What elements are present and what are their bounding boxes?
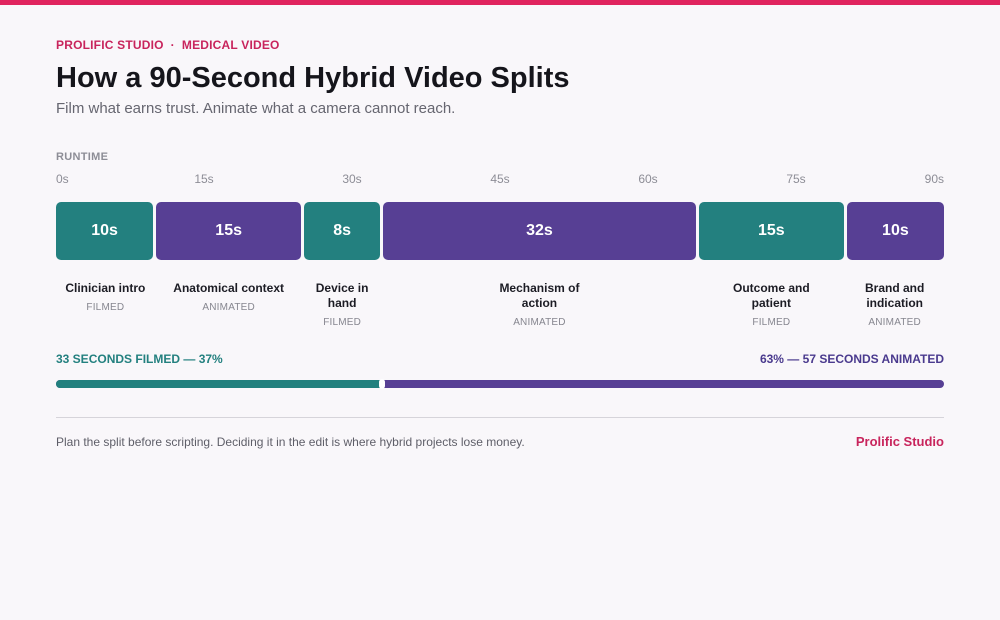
segment-label: Brand and indication ANIMATED	[835, 281, 955, 330]
timeline-segment: 10s	[56, 202, 154, 260]
eyebrow-brand: PROLIFIC STUDIO	[56, 38, 164, 52]
divider	[56, 417, 944, 418]
timeline-segment: 15s	[698, 202, 844, 260]
animated-summary: 63% — 57 SECONDS ANIMATED	[759, 352, 944, 366]
segment-label: Anatomical context ANIMATED	[169, 281, 289, 315]
timeline-segment: 15s	[156, 202, 302, 260]
split-marker	[378, 379, 385, 389]
page-subtitle: Film what earns trust. Animate what a ca…	[56, 100, 456, 117]
segment-kind: FILMED	[323, 317, 362, 328]
segment-kind: ANIMATED	[513, 317, 566, 328]
eyebrow: PROLIFIC STUDIO · MEDICAL VIDEO	[56, 38, 280, 52]
accent-top-bar	[0, 0, 1000, 5]
footer-brand: Prolific Studio	[855, 434, 944, 449]
segment-name: Mechanism of action	[499, 281, 580, 310]
page-title: How a 90-Second Hybrid Video Splits	[56, 62, 570, 94]
footer-note: Plan the split before scripting. Decidin…	[56, 435, 525, 449]
tick-label: 60s	[638, 172, 658, 186]
segment-kind: FILMED	[86, 302, 125, 313]
timeline-segment: 10s	[846, 202, 944, 260]
segment-kind: FILMED	[752, 317, 791, 328]
eyebrow-topic: MEDICAL VIDEO	[181, 38, 280, 52]
tick-label: 0s	[56, 172, 69, 186]
tick-label: 15s	[194, 172, 214, 186]
filmed-progress-fill	[56, 380, 382, 388]
segment-name: Brand and indication	[864, 281, 925, 310]
filmed-summary: 33 SECONDS FILMED — 37%	[56, 352, 223, 366]
segment-name: Anatomical context	[173, 281, 284, 295]
segment-name: Clinician intro	[65, 281, 146, 295]
segment-label: Mechanism of action ANIMATED	[479, 281, 599, 330]
segment-kind: ANIMATED	[868, 317, 921, 328]
timeline-segment: 32s	[383, 202, 696, 260]
tick-label: 30s	[342, 172, 362, 186]
tick-label: 45s	[490, 172, 510, 186]
segment-kind: ANIMATED	[202, 302, 255, 313]
timeline-segment: 8s	[304, 202, 381, 260]
runtime-label: RUNTIME	[56, 151, 109, 163]
tick-label: 90s	[924, 172, 944, 186]
segment-name: Device in hand	[315, 281, 369, 310]
segment-name: Outcome and patient	[732, 281, 810, 310]
segment-label: Outcome and patient FILMED	[711, 281, 831, 330]
segment-label: Clinician intro FILMED	[45, 281, 165, 315]
eyebrow-separator: ·	[170, 38, 175, 52]
split-progress-bar	[56, 379, 944, 389]
segment-label: Device in hand FILMED	[282, 281, 402, 330]
tick-label: 75s	[786, 172, 806, 186]
